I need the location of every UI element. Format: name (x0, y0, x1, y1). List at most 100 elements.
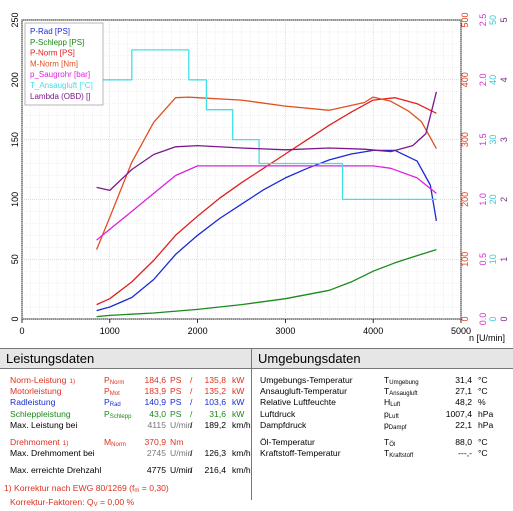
performance-row-unit2: km/h (232, 419, 251, 430)
performance-row-unit: PS (170, 375, 182, 385)
ambient-row-value: 22,1 (455, 419, 472, 430)
y2-axis-tick-label: 100 (460, 252, 470, 267)
performance-row-value: 183,9 (144, 386, 166, 397)
legend-entry: T_Ansaugluft [°C] (30, 81, 93, 90)
performance-row-unit2: kW (232, 408, 245, 419)
ambient-row-unit: °C (478, 448, 488, 459)
legend-entry: P-Rad [PS] (30, 27, 70, 36)
ambient-row-value: 48,2 (455, 397, 472, 408)
performance-row-symbol: PNorm (104, 375, 125, 386)
series-line-7 (96, 91, 438, 192)
ambient-row-label: Kraftstoff-Temperatur (260, 448, 341, 459)
correction-norm-line: 1) Korrektur nach EWG 80/1269 (fm = 0,30… (4, 482, 169, 494)
performance-row-value: 2745 (146, 448, 166, 459)
x-tick-label: 2000 (188, 326, 208, 336)
ambient-row-symbol: TKraftstoff (384, 448, 414, 460)
ambient-row-label: Luftdruck (260, 408, 296, 419)
ambient-row: Umgebungs-Temperatur TUmgebung 31,4 °C (252, 375, 513, 386)
y2-axis-tick-label: 0 (488, 316, 498, 321)
legend-entry: M-Norm [Nm] (30, 59, 78, 68)
performance-row-symbol: PRad (104, 397, 121, 409)
performance-row-separator: / (190, 448, 193, 459)
y2-axis-tick-label: 20 (488, 194, 498, 204)
y2-axis-tick-label: 5 (499, 17, 509, 22)
performance-row-value2: 216,4 (204, 465, 226, 476)
x-tick-label: 5000 (451, 326, 471, 336)
y2-axis-tick-label: 500 (460, 12, 470, 27)
legend-box (24, 22, 104, 106)
performance-row-unit: U/min (170, 448, 193, 459)
ambient-row-label: Ansaugluft-Temperatur (260, 386, 347, 397)
ambient-row-unit: hPa (478, 419, 494, 430)
y-axis-tick-label: 250 (10, 12, 20, 27)
ambient-data-title: Umgebungsdaten (252, 348, 513, 369)
performance-row-label: Max. erreichte Drehzahl (10, 465, 102, 476)
ambient-row-symbol: TÖl (384, 436, 396, 448)
y2-axis-tick-label: 40 (488, 75, 498, 85)
performance-row-value2: 31,6 (209, 408, 226, 419)
legend-entry: p_Saugrohr [bar] (30, 70, 90, 79)
performance-row-label: Radleistung (10, 397, 56, 408)
y2-axis-tick-label: 400 (460, 72, 470, 87)
performance-row-separator: / (190, 386, 193, 397)
y2-axis-tick-label: 1.5 (478, 133, 488, 146)
ambient-row: Relative Luftfeuchte HLuft 48,2% (252, 397, 513, 408)
performance-row-unit: U/min (170, 419, 193, 430)
performance-row-value2: 126,3 (204, 448, 226, 459)
performance-row-value: 184,6 (144, 375, 166, 385)
performance-row-unit: Nm (170, 436, 184, 447)
performance-row-separator: / (190, 465, 193, 476)
ambient-row-label: Öl-Temperatur (260, 436, 315, 447)
performance-row: Schleppleistung PSchlepp 43,0 PS / 31,6 kW (0, 409, 251, 420)
performance-row-symbol: PMot (104, 386, 120, 398)
y2-axis-tick-label: 2.0 (478, 74, 488, 87)
performance-row-label: Drehmoment 1) (10, 436, 69, 447)
ambient-row-value: ---,- (458, 448, 472, 459)
ambient-row: Luftdruck pLuft 1007,4 hPa (252, 409, 513, 420)
performance-row-unit2: kW (232, 375, 245, 385)
x-tick-label: 3000 (275, 326, 295, 336)
ambient-row: Kraftstoff-Temperatur TKraftstoff ---,- °C (252, 448, 513, 459)
ambient-row-label: Dampfdruck (260, 419, 307, 430)
performance-row: Max. Drehmoment bei 2745 U/min/ 126,3 km/h (0, 448, 251, 459)
legend-entry: P-Norm [PS] (30, 49, 75, 58)
y-axis-tick-label: 0 (10, 316, 20, 321)
performance-row-symbol: MNorm (104, 436, 126, 448)
x-tick-label: 1000 (100, 326, 120, 336)
ambient-row-unit: % (478, 397, 486, 408)
y2-axis-tick-label: 0 (460, 316, 470, 321)
ambient-row-value: 31,4 (455, 375, 472, 385)
performance-row-value: 4775 (146, 465, 166, 476)
ambient-row: Öl-Temperatur TÖl 88,0 °C (252, 437, 513, 448)
performance-row: Max. erreichte Drehzahl 4775 U/min/ 216,4 km… (0, 465, 251, 476)
y-axis-tick-label: 150 (10, 132, 20, 147)
legend-entry: Lambda (OBD) [] (30, 92, 90, 101)
ambient-row-unit: hPa (478, 408, 494, 419)
y-axis-tick-label: 50 (10, 254, 20, 264)
performance-row-value: 140,9 (144, 397, 166, 408)
ambient-row-value: 1007,4 (445, 408, 472, 419)
performance-row-label: Norm-Leistung 1) (10, 375, 76, 385)
y-axis-tick-label: 100 (10, 192, 20, 207)
performance-row: Radleistung PRad 140,9 PS / 103,6 kW (0, 397, 251, 408)
legend: P-Rad [PS] P-Schlepp [PS] P-Norm [PS]M-Nor… (24, 22, 104, 106)
series-line-6 (96, 49, 437, 201)
y2-axis-tick-label: 50 (488, 15, 498, 25)
y2-axis-tick-label: 3 (499, 137, 509, 142)
performance-row-value: 370,9 (144, 436, 166, 447)
ambient-row-value: 27,1 (455, 386, 472, 397)
performance-row-unit2: km/h (232, 448, 251, 459)
performance-row-label: Motorleistung (10, 386, 62, 397)
ambient-row-unit: °C (478, 375, 488, 385)
performance-row-separator: / (190, 419, 193, 430)
ambient-row-unit: °C (478, 436, 488, 447)
ambient-row: Dampfdruck pDampf 22,1 hPa (252, 420, 513, 431)
y2-axis-tick-label: 0.0 (478, 313, 488, 326)
correction-footnote: 1) Korrektur nach EWG 80/1269 (fm = 0,30… (0, 483, 251, 511)
performance-row: Drehmoment 1) MNorm 370,9 Nm (0, 437, 251, 448)
y2-axis-tick-label: 0 (499, 316, 509, 321)
y2-axis-tick-label: 300 (460, 132, 470, 147)
performance-row-unit2: km/h (232, 465, 251, 476)
performance-row-value2: 189,2 (204, 419, 226, 430)
performance-row-unit: PS (170, 386, 182, 397)
